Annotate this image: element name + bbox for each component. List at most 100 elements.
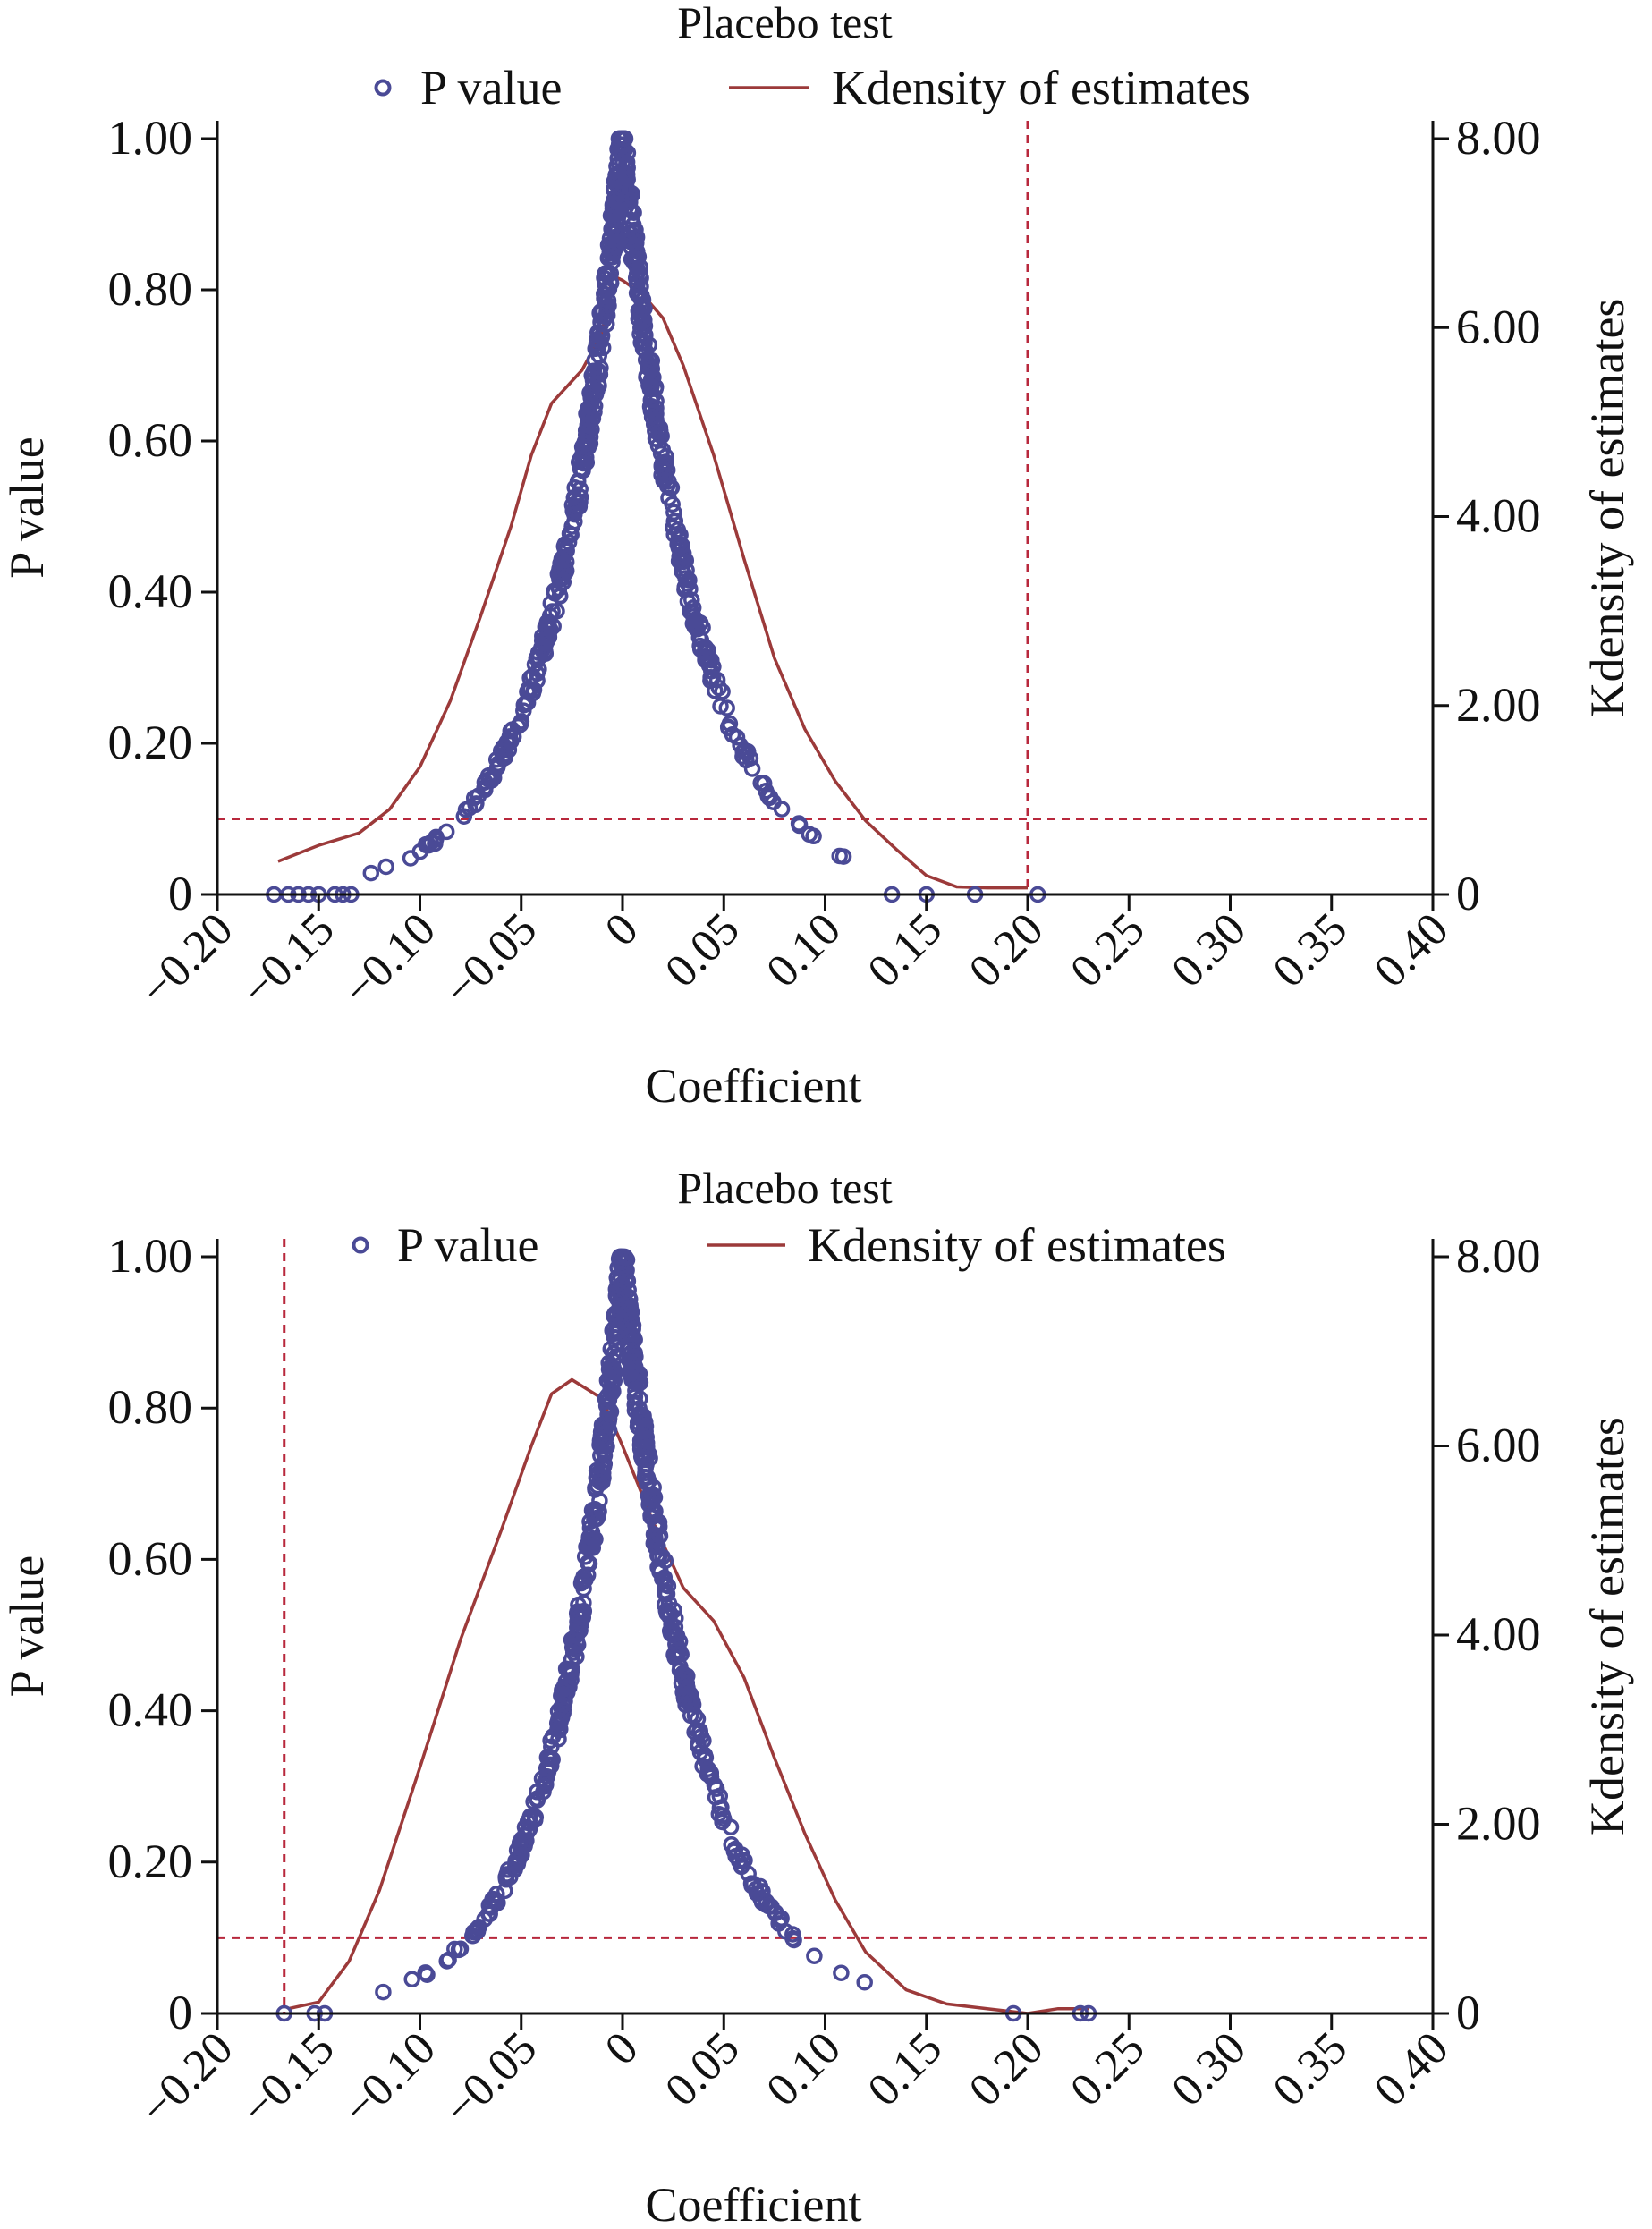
p-value-point xyxy=(626,1388,644,1405)
p-value-point xyxy=(856,1973,873,1991)
p-value-point xyxy=(634,309,651,326)
p-value-point xyxy=(623,1369,640,1386)
p-value-point xyxy=(557,1660,575,1677)
p-value-point xyxy=(707,1789,724,1806)
y2-tick-label: 6.00 xyxy=(1456,1419,1541,1472)
p-value-point xyxy=(617,1250,634,1267)
y-ticks: 0 0.20 0.40 0.60 0.80 1.00 xyxy=(108,1229,217,2039)
p-value-point xyxy=(674,1666,690,1684)
p-value-point xyxy=(805,827,822,845)
y-tick-label: 0 xyxy=(168,867,192,920)
p-value-point xyxy=(623,1362,640,1380)
y-tick-label: 1.00 xyxy=(108,111,193,165)
p-value-point xyxy=(637,343,655,360)
p-value-point xyxy=(668,1636,685,1653)
p-value-point xyxy=(615,130,633,148)
p-value-point xyxy=(761,789,779,806)
p-value-point xyxy=(660,472,677,490)
legend: P value Kdensity of estimates xyxy=(352,1218,1226,1272)
p-value-point xyxy=(510,1852,527,1869)
p-value-point xyxy=(785,1931,802,1949)
y-tick-label: 0.20 xyxy=(108,716,193,769)
legend-marker-p-value xyxy=(374,79,392,97)
p-value-point xyxy=(645,1479,662,1496)
p-value-series xyxy=(275,1248,1097,2022)
p-value-point xyxy=(733,1846,750,1863)
p-value-point xyxy=(637,1418,655,1435)
p-value-point xyxy=(791,816,809,834)
y2-tick-label: 4.00 xyxy=(1456,489,1541,543)
p-value-point xyxy=(558,542,575,560)
p-value-point xyxy=(549,565,567,582)
p-value-point xyxy=(536,1778,554,1795)
p-value-point xyxy=(520,680,538,698)
p-value-point xyxy=(599,292,617,309)
y-tick-label: 0.80 xyxy=(108,1380,193,1434)
p-value-point xyxy=(509,717,527,735)
p-value-point xyxy=(595,1429,613,1447)
p-value-point xyxy=(614,1277,631,1294)
p-value-point xyxy=(777,1923,794,1940)
p-value-point xyxy=(649,1538,666,1555)
y-tick-label: 0.60 xyxy=(108,1531,193,1585)
p-value-point xyxy=(663,1616,680,1633)
p-value-point xyxy=(637,1464,654,1482)
p-value-point xyxy=(598,301,616,318)
y2-tick-label: 6.00 xyxy=(1456,300,1541,353)
p-value-point xyxy=(684,614,702,632)
p-value-series xyxy=(266,130,1046,903)
p-value-point xyxy=(619,1324,637,1341)
p-value-point xyxy=(411,843,429,860)
p-value-point xyxy=(747,1880,765,1898)
p-value-point xyxy=(619,1302,637,1320)
p-value-point xyxy=(419,1966,436,1983)
p-value-point xyxy=(665,504,682,521)
p-value-point xyxy=(690,629,708,646)
p-value-point xyxy=(728,728,746,746)
p-value-point xyxy=(672,526,689,544)
y-tick-label: 0.40 xyxy=(108,564,193,618)
y2-ticks: 0 2.00 4.00 6.00 8.00 xyxy=(1433,1229,1541,2039)
y-ticks: 0 0.20 0.40 0.60 0.80 1.00 xyxy=(108,111,217,920)
p-value-point xyxy=(660,1606,677,1623)
p-value-point xyxy=(590,363,608,380)
p-value-point xyxy=(602,1340,620,1358)
p-value-point xyxy=(515,702,532,719)
p-value-point xyxy=(592,316,610,333)
p-value-point xyxy=(694,619,711,636)
p-value-point xyxy=(465,789,483,807)
p-value-point xyxy=(533,631,551,649)
p-value-point xyxy=(634,291,652,309)
p-value-point xyxy=(457,801,475,818)
y-tick-label: 1.00 xyxy=(108,1229,193,1283)
panel-title: Placebo test xyxy=(677,0,892,47)
p-value-point xyxy=(631,1432,649,1449)
y2-tick-label: 0 xyxy=(1456,1986,1480,2039)
y2-axis-title: Kdensity of estimates xyxy=(1580,1417,1634,1835)
p-value-point xyxy=(632,269,649,287)
p-value-point xyxy=(677,570,694,587)
p-value-point xyxy=(600,249,618,266)
y-tick-label: 0 xyxy=(168,1986,192,2039)
p-value-point xyxy=(377,858,394,876)
p-value-point xyxy=(651,1561,668,1579)
legend-marker-p-value xyxy=(352,1236,369,1254)
p-value-point xyxy=(574,1609,592,1626)
x-axis-title: Coefficient xyxy=(646,2178,862,2229)
plot-area xyxy=(217,121,1433,903)
y2-tick-label: 2.00 xyxy=(1456,1797,1541,1851)
p-value-point xyxy=(544,1750,561,1768)
p-value-point xyxy=(653,459,671,476)
p-value-point xyxy=(606,191,623,208)
panel-title: Placebo test xyxy=(677,1163,892,1213)
p-value-point xyxy=(758,1893,775,1911)
p-value-point xyxy=(586,403,603,420)
p-value-point xyxy=(656,1596,674,1614)
p-value-point xyxy=(403,1971,420,1988)
p-value-point xyxy=(670,535,688,552)
p-value-point xyxy=(631,305,648,323)
y2-tick-label: 0 xyxy=(1456,867,1480,920)
p-value-point xyxy=(608,1290,626,1308)
